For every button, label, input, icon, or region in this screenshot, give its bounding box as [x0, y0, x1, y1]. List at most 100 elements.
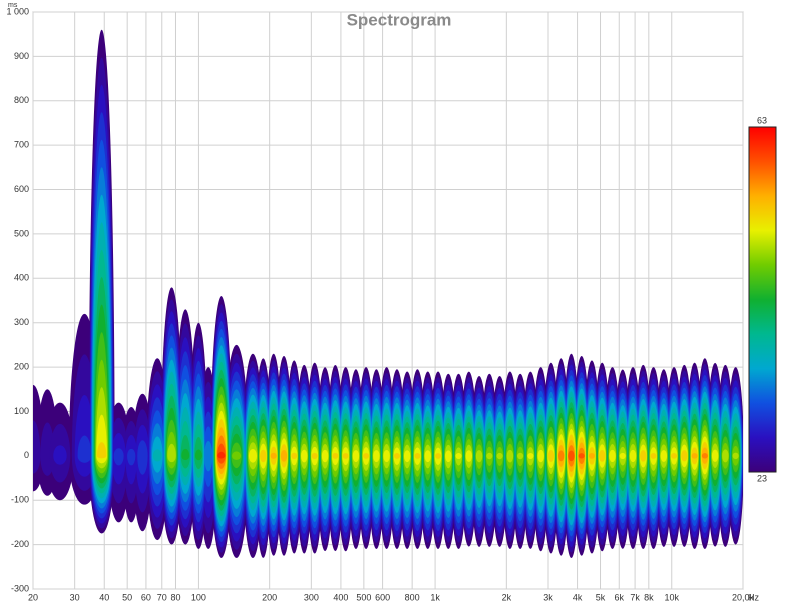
y-tick-label: 1 000 — [6, 6, 29, 16]
y-tick-label: 0 — [24, 450, 29, 460]
color-band — [204, 441, 213, 472]
color-band — [352, 450, 360, 463]
color-band — [537, 449, 544, 463]
color-band — [311, 452, 318, 459]
x-tick-label: 4k — [573, 592, 583, 602]
color-min: 23 — [757, 473, 767, 483]
x-tick-label: 600 — [375, 592, 390, 602]
color-band — [445, 450, 452, 463]
chart-title: Spectrogram — [347, 10, 452, 29]
x-tick-label: 6k — [614, 592, 624, 602]
x-tick-label: 2k — [502, 592, 512, 602]
color-band — [609, 449, 616, 463]
color-band — [217, 451, 226, 459]
x-tick-label: 80 — [170, 592, 180, 602]
x-tick-label: 3k — [543, 592, 553, 602]
x-tick-label: 5k — [596, 592, 606, 602]
color-band — [181, 448, 190, 461]
color-band — [113, 448, 124, 466]
color-band — [578, 453, 585, 459]
x-tick-label: 7k — [630, 592, 640, 602]
color-band — [619, 452, 626, 460]
y-tick-label: 700 — [14, 140, 29, 150]
x-tick-label: 300 — [304, 592, 319, 602]
x-tick-label: 30 — [70, 592, 80, 602]
color-band — [681, 450, 688, 462]
y-tick-label: 500 — [14, 228, 29, 238]
color-band — [152, 449, 162, 462]
color-band — [270, 452, 277, 459]
color-band — [53, 445, 67, 465]
color-band — [291, 452, 298, 459]
x-unit: Hz — [748, 592, 759, 602]
y-tick-label: 900 — [14, 51, 29, 61]
color-band — [629, 449, 637, 463]
color-band — [167, 443, 176, 463]
color-band — [732, 452, 739, 460]
color-band — [671, 452, 678, 459]
color-band — [232, 451, 242, 460]
color-max: 63 — [757, 115, 767, 125]
color-band — [660, 450, 668, 462]
color-bar — [748, 126, 777, 473]
color-band — [722, 449, 729, 463]
x-tick-label: 400 — [333, 592, 348, 602]
spectrogram — [33, 29, 743, 558]
axes: 20 30 40 50 60 70 80 100 200 300 400 500 600 800 1k 2k 3… — [6, 6, 754, 602]
color-band — [194, 449, 202, 461]
x-tick-label: 500 — [356, 592, 371, 602]
color-band — [558, 450, 565, 462]
y-tick-label: 200 — [14, 361, 29, 371]
color-band — [363, 452, 370, 459]
color-band — [393, 453, 400, 459]
y-tick-label: 800 — [14, 95, 29, 105]
color-band — [599, 450, 606, 462]
y-unit: ms — [8, 2, 18, 9]
color-band — [434, 453, 442, 459]
color-band — [496, 452, 503, 460]
color-band — [321, 449, 329, 463]
y-tick-label: 400 — [14, 273, 29, 283]
color-band — [640, 450, 647, 462]
y-tick-label: 100 — [14, 406, 29, 416]
y-tick-label: 300 — [14, 317, 29, 327]
y-tick-label: -300 — [11, 583, 29, 593]
y-tick-label: -100 — [11, 495, 29, 505]
color-band — [691, 453, 698, 459]
color-band — [588, 452, 595, 459]
color-band — [414, 453, 421, 459]
color-band — [650, 452, 657, 459]
x-tick-label: 100 — [191, 592, 206, 602]
color-band — [301, 449, 308, 463]
color-band — [403, 450, 411, 463]
color-band — [701, 453, 708, 459]
color-band — [96, 442, 107, 459]
color-band — [383, 449, 390, 463]
x-tick-label: 20,0k — [732, 592, 755, 602]
color-band — [517, 452, 524, 460]
x-tick-label: 200 — [262, 592, 277, 602]
x-tick-label: 1k — [430, 592, 440, 602]
x-tick-label: 20 — [28, 592, 38, 602]
color-band — [547, 450, 555, 462]
x-tick-label: 8k — [644, 592, 654, 602]
color-band — [248, 449, 258, 463]
color-band — [373, 450, 380, 463]
color-band — [455, 453, 462, 460]
color-band — [127, 448, 136, 466]
color-band — [506, 449, 514, 463]
x-tick-label: 70 — [157, 592, 167, 602]
y-tick-label: 600 — [14, 184, 29, 194]
x-tick-label: 60 — [141, 592, 151, 602]
color-band — [486, 452, 493, 460]
color-band — [568, 450, 575, 462]
color-band — [137, 440, 148, 475]
color-band — [527, 452, 534, 460]
color-band — [260, 449, 267, 463]
color-band — [711, 449, 719, 462]
color-band — [332, 452, 339, 459]
y-tick-label: -200 — [11, 539, 29, 549]
color-band — [280, 449, 288, 462]
